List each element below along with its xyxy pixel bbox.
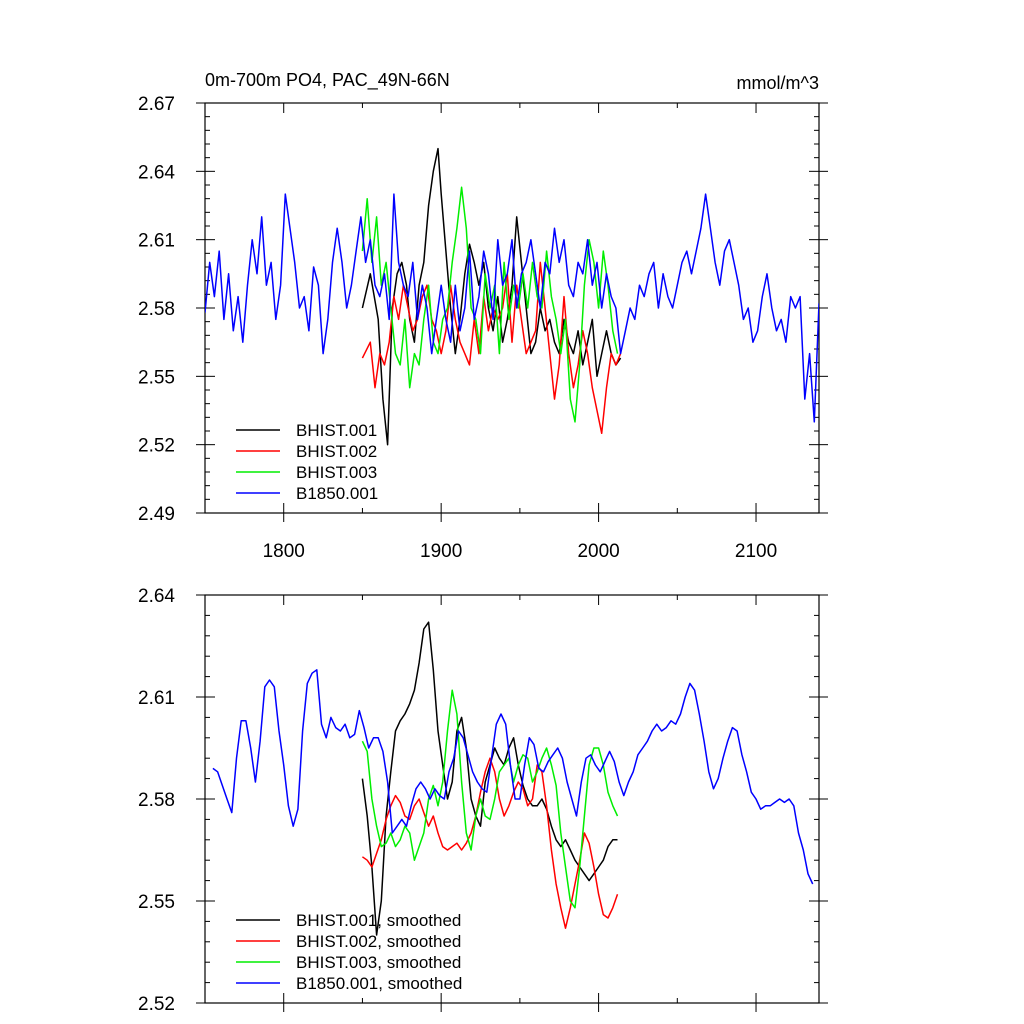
- y-tick-label: 2.64: [138, 586, 175, 607]
- y-tick-label: 2.58: [138, 790, 175, 811]
- y-tick-label: 2.67: [138, 94, 175, 115]
- legend-label: BHIST.002, smoothed: [296, 932, 461, 951]
- y-tick-label: 2.61: [138, 231, 175, 252]
- series-line-3: [361, 689, 619, 909]
- y-tick-label: 2.55: [138, 892, 175, 913]
- y-tick-label: 2.52: [138, 436, 175, 457]
- y-tick-label: 2.64: [138, 162, 175, 183]
- x-tick-label: 2000: [577, 541, 619, 562]
- legend-label: BHIST.001, smoothed: [296, 911, 461, 930]
- top-panel: 1800 1900 2000 2100 2.49 2.52 2.55 2.58 2.61 2.64…: [138, 70, 828, 562]
- legend-label: BHIST.001: [296, 421, 377, 440]
- legend-label: B1850.001: [296, 484, 378, 503]
- x-tick-label: 1900: [420, 541, 462, 562]
- chart-title: 0m-700m PO4, PAC_49N-66N: [205, 70, 450, 91]
- legend-label: BHIST.003, smoothed: [296, 953, 461, 972]
- y-tick-label: 2.49: [138, 504, 175, 525]
- series-line-4: [212, 669, 814, 885]
- series-group: [212, 621, 814, 936]
- series-line-2: [361, 261, 622, 435]
- y-tick-label: 2.61: [138, 688, 175, 709]
- legend-label: BHIST.002: [296, 442, 377, 461]
- series-line-3: [361, 186, 619, 423]
- series-line-1: [361, 621, 618, 936]
- units-label: mmol/m^3: [737, 73, 819, 93]
- y-tick-label: 2.52: [138, 994, 175, 1015]
- bottom-panel: 2.52 2.55 2.58 2.61 2.64 BHIST.001, smoothed B…: [138, 586, 828, 1015]
- y-tick-label: 2.58: [138, 299, 175, 320]
- legend-label: B1850.001, smoothed: [296, 974, 462, 993]
- series-line-4: [205, 193, 819, 423]
- series-group: [205, 147, 819, 446]
- legend-label: BHIST.003: [296, 463, 377, 482]
- series-line-2: [361, 757, 619, 929]
- x-tick-label: 2100: [735, 541, 777, 562]
- x-tick-label: 1800: [263, 541, 305, 562]
- y-tick-label: 2.55: [138, 367, 175, 388]
